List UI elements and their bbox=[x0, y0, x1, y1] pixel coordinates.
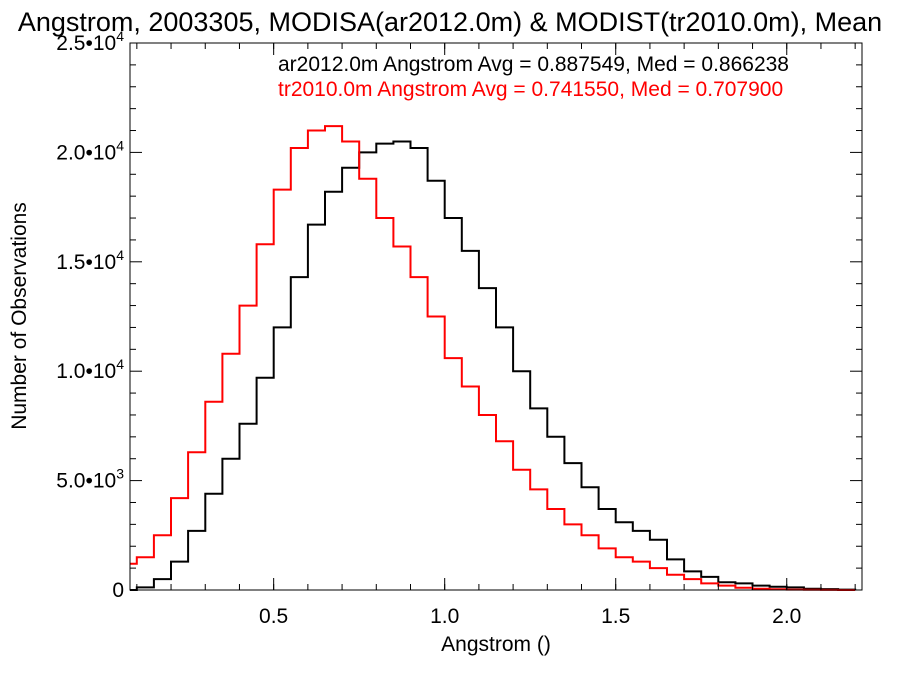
x-tick-label-1: 0.5 bbox=[259, 605, 288, 628]
y-tick-label-3: 1.0•104 bbox=[56, 356, 124, 383]
y-tick-label-1: 0 bbox=[112, 579, 124, 602]
ticks-layer bbox=[130, 42, 862, 591]
series-line-2 bbox=[130, 125, 856, 591]
y-tick-label-4: 1.5•104 bbox=[56, 247, 124, 274]
series-layer bbox=[130, 125, 857, 591]
y-tick-labels: 0 5.0•103 1.0•104 1.5•104 2.0•104 2.5•104 bbox=[56, 28, 124, 602]
x-axis-label: Angstrom () bbox=[441, 633, 551, 656]
x-tick-label-3: 1.5 bbox=[601, 605, 630, 628]
y-tick-label-6: 2.5•104 bbox=[56, 28, 124, 55]
plot-frame bbox=[129, 42, 863, 591]
y-tick-label-5: 2.0•104 bbox=[56, 137, 124, 164]
x-tick-labels: 0.5 1.0 1.5 2.0 bbox=[259, 605, 801, 628]
annotation-tr2010: tr2010.0m Angstrom Avg = 0.741550, Med =… bbox=[278, 78, 783, 101]
annotation-ar2012: ar2012.0m Angstrom Avg = 0.887549, Med =… bbox=[278, 53, 789, 76]
series-line-1 bbox=[130, 140, 857, 591]
chart-title: Angstrom, 2003305, MODISA(ar2012.0m) & M… bbox=[18, 7, 882, 37]
y-axis-label: Number of Observations bbox=[8, 202, 31, 430]
x-tick-label-4: 2.0 bbox=[772, 605, 801, 628]
y-tick-label-2: 5.0•103 bbox=[56, 466, 124, 493]
x-tick-label-2: 1.0 bbox=[430, 605, 459, 628]
